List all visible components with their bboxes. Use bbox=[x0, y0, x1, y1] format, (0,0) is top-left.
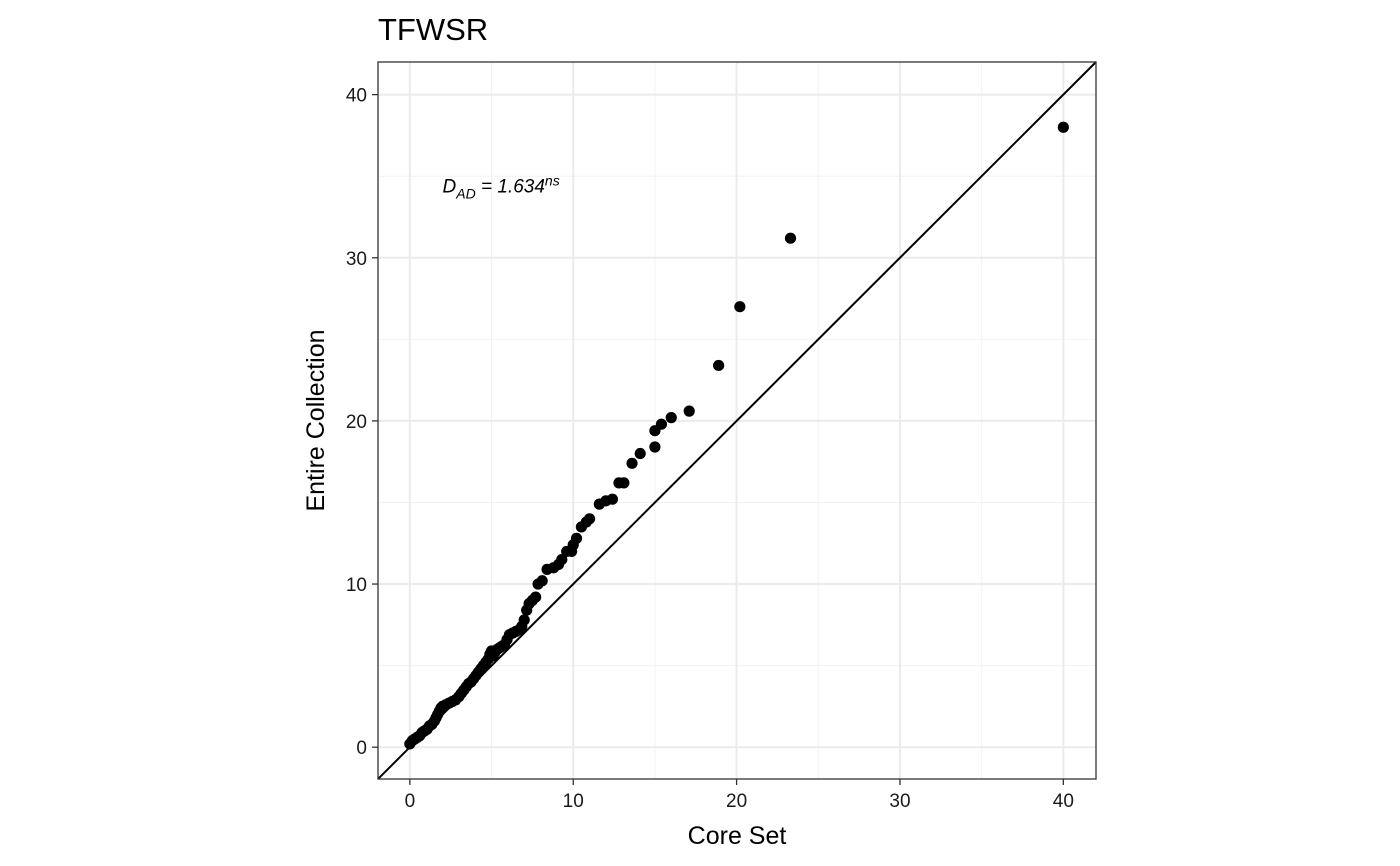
x-tick-label: 10 bbox=[563, 791, 584, 812]
x-tick-label: 40 bbox=[1053, 791, 1074, 812]
y-tick-label: 40 bbox=[346, 86, 367, 107]
data-point bbox=[583, 513, 596, 525]
x-tick-label: 0 bbox=[405, 791, 416, 812]
data-point bbox=[655, 418, 668, 430]
y-tick-label: 20 bbox=[346, 412, 367, 433]
data-point bbox=[1057, 121, 1069, 133]
y-tick-label: 30 bbox=[346, 249, 367, 270]
data-point bbox=[518, 614, 530, 626]
annotation-superscript: ns bbox=[545, 173, 560, 189]
data-point bbox=[683, 405, 695, 417]
y-axis: 0 10 20 30 40 bbox=[346, 86, 378, 759]
data-point bbox=[649, 441, 661, 453]
data-point bbox=[626, 457, 638, 469]
data-point bbox=[618, 477, 630, 489]
annotation-value: = 1.634 bbox=[476, 177, 545, 198]
y-axis-title: Entire Collection bbox=[302, 329, 330, 511]
data-point bbox=[536, 575, 548, 587]
data-point bbox=[634, 447, 646, 460]
data-point bbox=[570, 532, 583, 544]
data-point bbox=[606, 493, 619, 505]
annotation-main: D bbox=[443, 177, 457, 198]
data-point bbox=[556, 553, 568, 566]
y-tick-label: 10 bbox=[346, 575, 367, 596]
data-point bbox=[734, 301, 746, 313]
x-axis-title: Core Set bbox=[688, 822, 787, 850]
annotation-subscript: AD bbox=[455, 186, 475, 202]
reference-line bbox=[377, 61, 1097, 780]
y-tick-label: 0 bbox=[356, 738, 367, 759]
x-tick-label: 30 bbox=[889, 791, 910, 812]
data-point bbox=[665, 412, 677, 424]
data-point bbox=[530, 591, 542, 603]
data-point bbox=[713, 359, 725, 372]
plot-title: TFWSR bbox=[378, 12, 488, 47]
data-point bbox=[784, 232, 797, 244]
plot-panel: DAD = 1.634ns bbox=[377, 61, 1097, 780]
x-tick-label: 20 bbox=[726, 791, 747, 812]
annotation-dad: DAD = 1.634ns bbox=[443, 173, 560, 202]
data-points bbox=[404, 121, 1069, 750]
x-axis: 0 10 20 30 40 bbox=[405, 779, 1074, 812]
